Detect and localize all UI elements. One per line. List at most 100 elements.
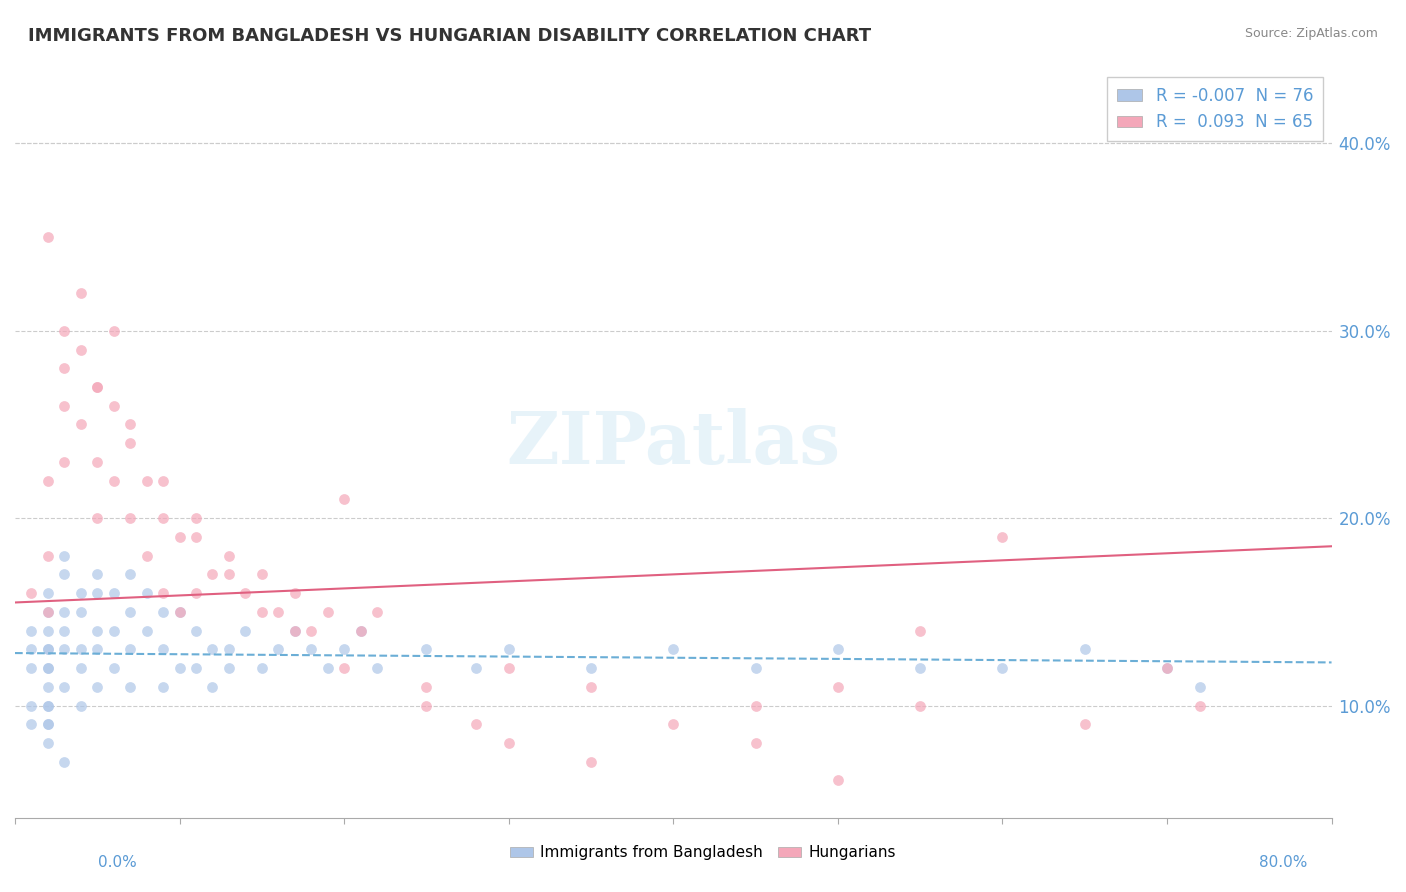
Point (20, 717, 42, 731)
Point (135, 624, 157, 638)
Point (37, 680, 59, 694)
Point (152, 586, 174, 600)
Point (152, 474, 174, 488)
Point (184, 530, 207, 544)
Point (37, 230, 59, 244)
Point (86, 455, 108, 469)
Legend: Immigrants from Bangladesh, Hungarians: Immigrants from Bangladesh, Hungarians (503, 839, 903, 866)
Point (744, 736, 766, 750)
Point (662, 642, 685, 657)
Point (120, 642, 142, 657)
Point (103, 474, 125, 488)
Point (86, 511, 108, 525)
Point (53, 567, 76, 582)
Point (86, 567, 108, 582)
Point (579, 680, 602, 694)
Point (37, 642, 59, 657)
Point (20, 698, 42, 713)
Point (37, 717, 59, 731)
Point (152, 642, 174, 657)
Point (53, 605, 76, 619)
Point (120, 511, 142, 525)
Point (86, 380, 108, 394)
Point (37, 717, 59, 731)
Point (415, 680, 437, 694)
Text: Source: ZipAtlas.com: Source: ZipAtlas.com (1244, 27, 1378, 40)
Point (86, 642, 108, 657)
Point (135, 586, 157, 600)
Point (827, 642, 849, 657)
Point (169, 605, 191, 619)
Point (69, 286, 91, 301)
Point (20, 586, 42, 600)
Point (169, 530, 191, 544)
Point (218, 567, 240, 582)
Point (53, 399, 76, 413)
Point (464, 661, 486, 675)
Point (120, 417, 142, 432)
Point (415, 642, 437, 657)
Point (218, 549, 240, 563)
Point (184, 511, 207, 525)
Point (908, 698, 931, 713)
Point (333, 642, 356, 657)
Point (120, 436, 142, 450)
Point (908, 661, 931, 675)
Point (908, 624, 931, 638)
Point (1156, 661, 1178, 675)
Point (284, 624, 307, 638)
Point (316, 661, 339, 675)
Point (37, 698, 59, 713)
Point (1073, 642, 1095, 657)
Point (103, 586, 125, 600)
Point (120, 567, 142, 582)
Point (250, 567, 273, 582)
Point (20, 624, 42, 638)
Point (579, 661, 602, 675)
Point (498, 661, 520, 675)
Point (299, 624, 322, 638)
Point (366, 605, 388, 619)
Point (827, 773, 849, 788)
Point (169, 661, 191, 675)
Point (1156, 661, 1178, 675)
Point (349, 624, 371, 638)
Point (991, 530, 1014, 544)
Point (1188, 680, 1211, 694)
Point (201, 567, 224, 582)
Point (20, 661, 42, 675)
Point (103, 399, 125, 413)
Point (69, 661, 91, 675)
Point (37, 624, 59, 638)
Point (69, 417, 91, 432)
Point (53, 361, 76, 376)
Point (120, 605, 142, 619)
Point (235, 586, 257, 600)
Point (316, 605, 339, 619)
Point (152, 680, 174, 694)
Point (37, 605, 59, 619)
Point (69, 698, 91, 713)
Point (184, 661, 207, 675)
Point (464, 717, 486, 731)
Point (349, 624, 371, 638)
Point (201, 680, 224, 694)
Point (744, 661, 766, 675)
Point (53, 455, 76, 469)
Point (366, 661, 388, 675)
Point (53, 549, 76, 563)
Point (250, 605, 273, 619)
Point (53, 324, 76, 338)
Point (86, 680, 108, 694)
Point (333, 661, 356, 675)
Point (103, 324, 125, 338)
Point (201, 642, 224, 657)
Point (235, 624, 257, 638)
Point (284, 624, 307, 638)
Point (152, 605, 174, 619)
Point (991, 661, 1014, 675)
Point (37, 642, 59, 657)
Point (103, 624, 125, 638)
Point (86, 380, 108, 394)
Point (267, 605, 290, 619)
